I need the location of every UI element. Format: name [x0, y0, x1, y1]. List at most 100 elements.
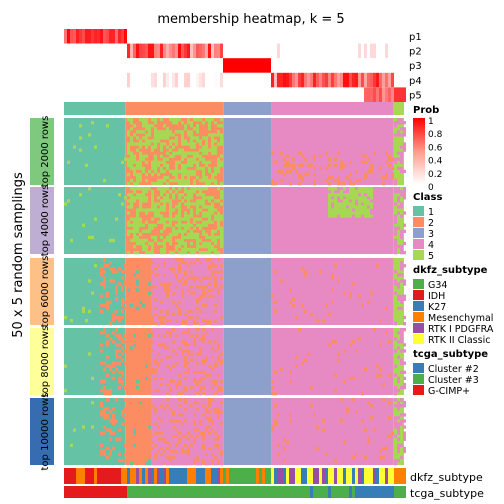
heat-cell	[154, 282, 157, 286]
heat-cell	[184, 276, 187, 280]
heat-cell	[112, 361, 115, 365]
heat-cell	[214, 178, 217, 183]
heat-cell	[193, 446, 196, 451]
heat-cell	[91, 425, 94, 429]
heat-cell	[217, 398, 220, 402]
tcga-subtype-cell	[100, 486, 103, 498]
heat-cell	[214, 413, 217, 417]
dkfz-subtype-cell	[226, 468, 229, 484]
heat-cell	[181, 279, 184, 283]
heat-cell	[349, 172, 352, 177]
heat-cell	[187, 190, 190, 194]
prob-cell	[334, 72, 337, 88]
heat-cell	[142, 136, 145, 140]
heat-cell	[160, 434, 163, 438]
heat-cell	[133, 334, 136, 338]
heat-cell	[190, 250, 193, 255]
heat-cell	[205, 273, 208, 277]
heat-cell	[184, 235, 187, 240]
heat-cell	[385, 151, 388, 155]
heat-cell	[313, 166, 316, 171]
heat-cell	[139, 241, 142, 246]
heat-cell	[154, 398, 157, 402]
heat-cell	[157, 181, 160, 186]
heat-cell	[151, 247, 154, 252]
heat-cell	[190, 300, 193, 304]
heat-cell	[361, 193, 364, 197]
dkfz-subtype-cell	[379, 468, 382, 484]
heat-cell	[154, 160, 157, 164]
heat-cell	[151, 361, 154, 365]
heat-cell	[124, 385, 127, 390]
heat-cell	[169, 315, 172, 320]
heat-cell	[214, 235, 217, 240]
heat-cell	[151, 376, 154, 381]
heat-cell	[124, 349, 127, 353]
heat-cell	[205, 334, 208, 338]
heat-cell	[157, 391, 160, 396]
heat-cell	[169, 446, 172, 451]
heat-cell	[304, 358, 307, 362]
heat-cell	[124, 264, 127, 268]
heat-cell	[166, 270, 169, 274]
heat-cell	[172, 229, 175, 233]
row-group-bar-5	[30, 398, 54, 465]
heat-cell	[208, 422, 211, 426]
heat-cell	[151, 235, 154, 240]
heat-cell	[187, 404, 190, 408]
heat-cell	[184, 196, 187, 200]
heat-cell	[154, 385, 157, 390]
heat-cell	[163, 404, 166, 408]
heat-cell	[139, 151, 142, 155]
heat-cell	[211, 142, 214, 146]
heat-cell	[196, 431, 199, 435]
heat-cell	[142, 199, 145, 203]
heat-cell	[148, 130, 151, 134]
heat-cell	[193, 391, 196, 396]
heat-cell	[124, 196, 127, 200]
heat-cell	[109, 431, 112, 435]
heat-cell	[199, 291, 202, 295]
heat-cell	[178, 318, 181, 323]
tcga-subtype-cell	[139, 486, 142, 498]
heat-cell	[169, 250, 172, 255]
heat-cell	[202, 250, 205, 255]
dkfz-subtype-cell	[382, 468, 385, 484]
heat-cell	[169, 370, 172, 374]
heat-cell	[175, 358, 178, 362]
heat-cell	[394, 434, 397, 438]
heat-cell	[331, 276, 334, 280]
heat-cell	[151, 422, 154, 426]
heat-cell	[403, 127, 406, 131]
heat-cell	[169, 358, 172, 362]
heat-cell	[364, 202, 367, 206]
heat-cell	[157, 318, 160, 323]
heat-cell	[181, 419, 184, 423]
heat-cell	[175, 247, 178, 252]
heat-cell	[169, 276, 172, 280]
heat-cell	[304, 309, 307, 314]
heat-cell	[181, 181, 184, 186]
heat-cell	[160, 461, 163, 466]
heat-cell	[292, 163, 295, 168]
heat-cell	[313, 157, 316, 161]
heat-cell	[166, 349, 169, 353]
heat-cell	[181, 142, 184, 146]
heat-cell	[193, 449, 196, 454]
heat-cell	[220, 334, 223, 338]
heat-cell	[367, 199, 370, 203]
heat-block-class-3	[223, 187, 272, 254]
heat-cell	[286, 440, 289, 444]
prob-cell	[343, 72, 346, 88]
heat-cell	[184, 452, 187, 457]
heat-cell	[169, 273, 172, 277]
heat-cell	[202, 425, 205, 429]
heat-cell	[184, 172, 187, 177]
heat-cell	[205, 151, 208, 155]
heat-cell	[118, 370, 121, 374]
heat-cell	[364, 154, 367, 158]
heat-cell	[217, 276, 220, 280]
heat-cell	[388, 434, 391, 438]
prob-row-label-p2: p2	[409, 47, 422, 58]
